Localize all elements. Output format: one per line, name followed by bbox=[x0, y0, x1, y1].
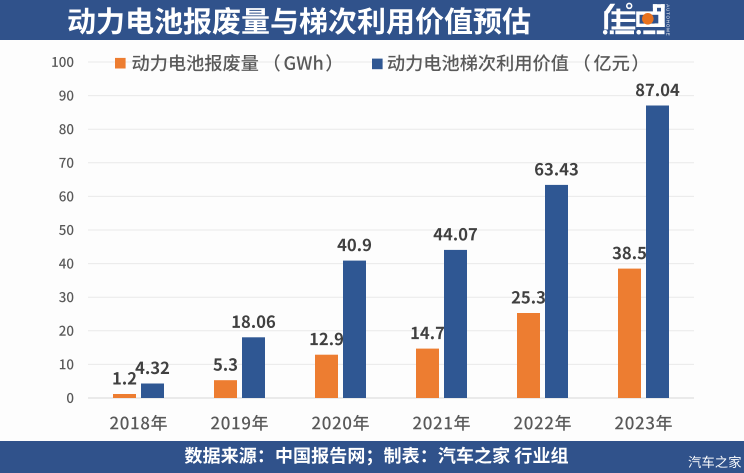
svg-text:AUTOHOME: AUTOHOME bbox=[665, 4, 670, 36]
